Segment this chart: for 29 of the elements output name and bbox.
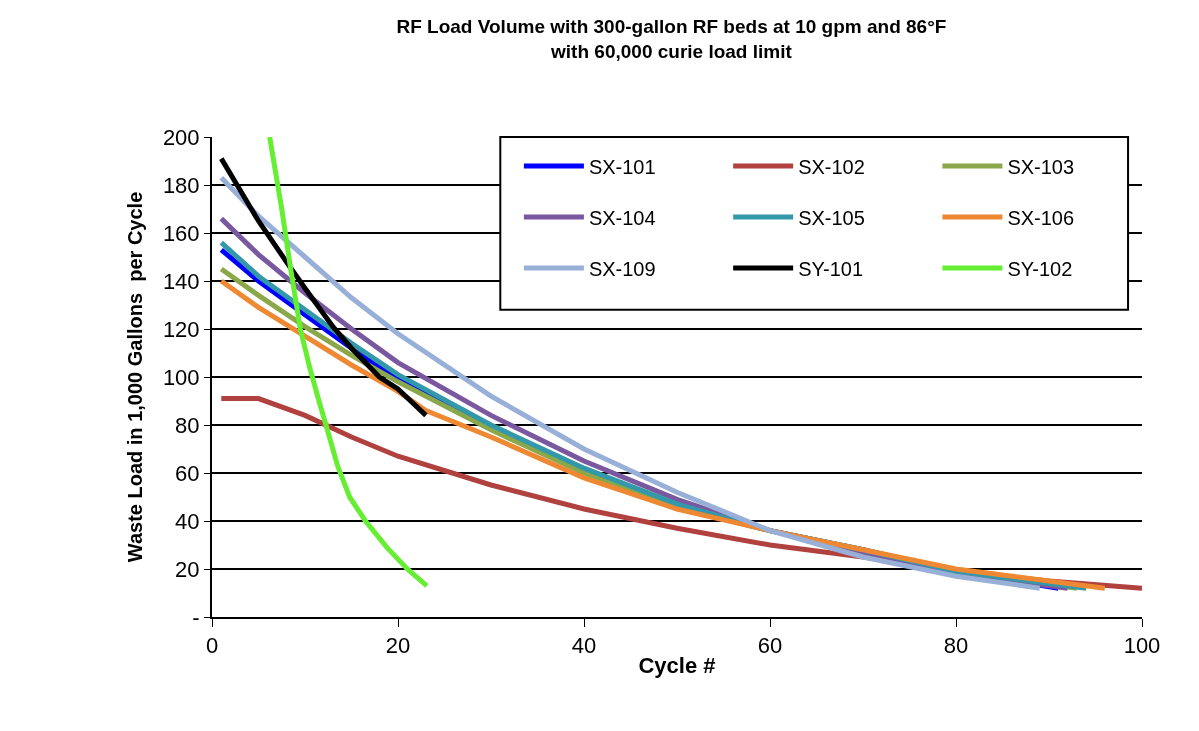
y-axis-title: Waste Load in 1,000 Gallons per Cycle bbox=[123, 191, 146, 563]
x-tick-label: 40 bbox=[571, 633, 597, 659]
x-axis-title: Cycle # bbox=[638, 652, 716, 678]
y-tick-label: 40 bbox=[175, 508, 200, 534]
chart-title: RF Load Volume with 300-gallon RF beds at 10 gpm and 86°F with 60,000 curie load limit bbox=[396, 15, 947, 62]
legend-label: SX-101 bbox=[588, 155, 656, 178]
x-tick-label: 100 bbox=[1123, 633, 1161, 659]
legend-label: SX-103 bbox=[1007, 155, 1075, 178]
y-tick-label: 100 bbox=[162, 364, 200, 390]
y-tick-label: - bbox=[192, 604, 200, 630]
legend-label: SX-109 bbox=[588, 257, 656, 280]
legend-label: SX-104 bbox=[588, 206, 656, 229]
legend-label: SY-102 bbox=[1007, 257, 1073, 280]
y-tick-label: 140 bbox=[162, 268, 200, 294]
y-tick-label: 120 bbox=[162, 316, 200, 342]
y-tick-label: 160 bbox=[162, 220, 200, 246]
y-tick-label: 200 bbox=[162, 124, 200, 150]
legend-label: SY-101 bbox=[798, 257, 864, 280]
y-tick-label: 180 bbox=[162, 172, 200, 198]
y-tick-label: 80 bbox=[175, 412, 200, 438]
legend-label: SX-102 bbox=[798, 155, 865, 178]
x-tick-label: 60 bbox=[757, 633, 783, 659]
x-tick-label: 80 bbox=[943, 633, 969, 659]
y-tick-label: 20 bbox=[175, 556, 200, 582]
legend-label: SX-106 bbox=[1007, 206, 1075, 229]
x-tick-label: 20 bbox=[385, 633, 411, 659]
y-tick-label: 60 bbox=[175, 460, 200, 486]
legend-label: SX-105 bbox=[798, 206, 865, 229]
x-tick-label: 0 bbox=[205, 633, 219, 659]
